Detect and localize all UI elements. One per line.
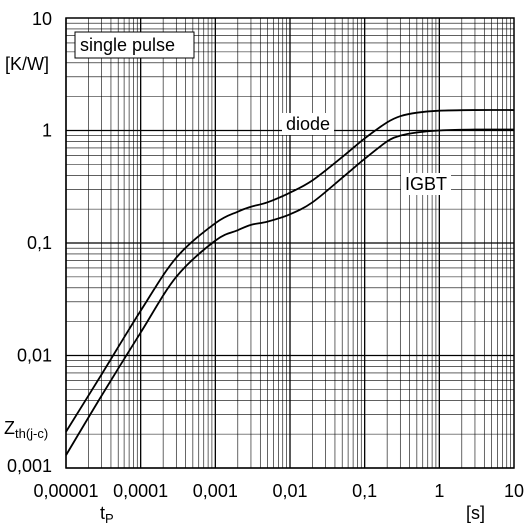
annotation-single-pulse: single pulse — [80, 35, 175, 55]
annotation-box — [74, 31, 195, 59]
x-tick-label: 10 — [504, 481, 524, 501]
x-tick-label: 0,00001 — [33, 481, 98, 501]
series-line-igbt — [65, 128, 515, 456]
plot-frame — [65, 17, 515, 469]
y-tick-label: 1 — [42, 121, 52, 141]
x-tick-label: 0,001 — [193, 481, 238, 501]
series-line-diode — [65, 109, 515, 433]
series-label-igbt: IGBT — [405, 174, 447, 194]
series-label-background — [401, 173, 452, 195]
y-tick-label: 0,01 — [17, 346, 52, 366]
y-axis-label-main: Z — [4, 418, 15, 438]
y-axis-label: Zth(j-c) — [4, 418, 48, 441]
series-layer — [65, 109, 515, 456]
x-tick-label: 0,0001 — [113, 481, 168, 501]
x-axis-unit: [s] — [466, 503, 485, 523]
x-axis-label: tP — [100, 503, 114, 524]
x-tick-label: 0,1 — [352, 481, 377, 501]
series-label-diode: diode — [286, 114, 330, 134]
series-label-background — [282, 113, 335, 135]
y-tick-label: 10 — [32, 9, 52, 29]
y-axis-label-subscript: th(j-c) — [15, 426, 48, 441]
tick-labels: 0,00001 0,0001 0,001 0,01 0,1 1 10 0,001 0,01 0,1… — [7, 9, 524, 501]
x-axis-label-subscript: P — [105, 511, 114, 524]
x-axis-label-main: t — [100, 503, 105, 523]
x-tick-label: 0,01 — [272, 481, 307, 501]
y-tick-label: 0,1 — [27, 233, 52, 253]
y-axis-unit: [K/W] — [5, 54, 49, 74]
y-tick-label: 0,001 — [7, 456, 52, 476]
x-tick-label: 1 — [434, 481, 444, 501]
